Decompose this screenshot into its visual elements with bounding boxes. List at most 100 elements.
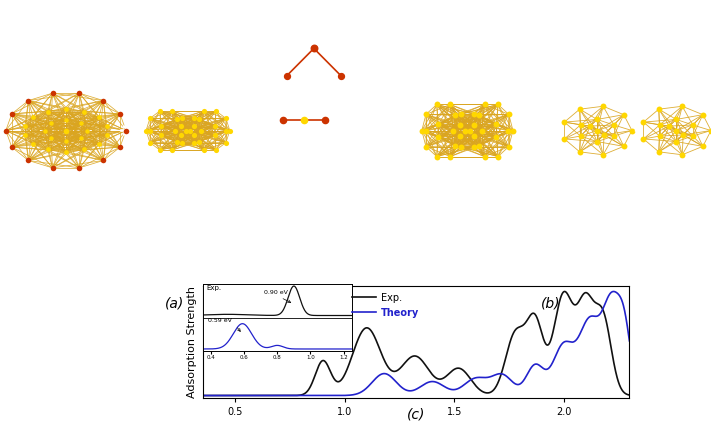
- Point: [140, 127, 151, 134]
- Exp.: [240, 393, 249, 398]
- Point: [224, 127, 235, 134]
- Point: [73, 90, 85, 96]
- Theory: [188, 393, 196, 398]
- Point: [198, 147, 210, 153]
- Text: $\mathbf{Au_{23}}$-core: $\mathbf{Au_{23}}$-core: [166, 168, 210, 180]
- Point: [154, 147, 166, 153]
- Point: [188, 139, 200, 146]
- Point: [491, 121, 502, 128]
- Point: [169, 127, 181, 134]
- Point: [78, 146, 90, 153]
- Point: [60, 106, 72, 113]
- Point: [416, 127, 427, 134]
- Point: [60, 127, 72, 134]
- Point: [81, 127, 92, 134]
- Point: [171, 139, 183, 145]
- Point: [101, 132, 112, 139]
- Theory: [609, 289, 618, 294]
- Point: [697, 143, 709, 150]
- Point: [171, 116, 183, 123]
- Point: [479, 153, 491, 160]
- Point: [592, 116, 603, 123]
- Point: [320, 116, 331, 123]
- Point: [608, 122, 619, 128]
- Point: [220, 127, 231, 134]
- Point: [198, 108, 210, 115]
- Point: [618, 111, 629, 118]
- Text: $[Au(SR)_2]_3$: $[Au(SR)_2]_3$: [303, 85, 341, 96]
- Point: [663, 123, 675, 129]
- Point: [420, 143, 432, 150]
- Point: [27, 114, 38, 121]
- Point: [420, 111, 432, 118]
- Text: $Au_{13}$: $Au_{13}$: [586, 169, 608, 181]
- Point: [433, 121, 444, 128]
- Point: [444, 153, 456, 160]
- Point: [687, 122, 698, 128]
- Point: [101, 123, 112, 129]
- Point: [114, 144, 126, 150]
- Point: [220, 115, 232, 122]
- Point: [597, 103, 609, 109]
- Point: [592, 138, 603, 145]
- Theory: [222, 393, 230, 398]
- Legend: Exp., Theory: Exp., Theory: [348, 289, 424, 322]
- Point: [638, 119, 649, 125]
- Point: [60, 148, 72, 155]
- Text: $\mathbf{Au_{38}(SR)_{24}}$: $\mathbf{Au_{38}(SR)_{24}}$: [38, 189, 93, 202]
- Point: [39, 127, 50, 134]
- Text: [: [: [265, 45, 280, 69]
- Point: [0, 127, 11, 134]
- Exp.: [378, 352, 386, 357]
- Point: [176, 132, 187, 139]
- Point: [189, 123, 201, 129]
- Point: [670, 138, 682, 145]
- Point: [592, 127, 603, 134]
- Point: [469, 133, 480, 140]
- Point: [697, 111, 709, 118]
- Theory: [387, 374, 395, 379]
- Point: [455, 143, 466, 150]
- Point: [46, 120, 57, 126]
- Exp.: [560, 289, 569, 294]
- Bar: [635, 100, 711, 159]
- Exp.: [387, 368, 395, 373]
- Point: [166, 147, 178, 153]
- Theory: [240, 393, 249, 398]
- Point: [220, 139, 232, 146]
- Point: [180, 127, 191, 134]
- Point: [447, 127, 459, 134]
- Point: [431, 153, 442, 160]
- Point: [479, 101, 491, 108]
- Point: [559, 119, 570, 125]
- Point: [433, 133, 444, 140]
- Point: [6, 111, 18, 117]
- Exp.: [636, 393, 644, 398]
- Point: [196, 127, 207, 134]
- Text: +: +: [247, 115, 265, 135]
- Point: [176, 115, 188, 122]
- Line: Exp.: Exp.: [192, 291, 640, 396]
- Point: [23, 97, 34, 104]
- Point: [23, 157, 34, 164]
- Point: [677, 103, 688, 109]
- Point: [97, 157, 109, 164]
- Text: $Au_{23}$-core: $Au_{23}$-core: [445, 174, 490, 187]
- Point: [599, 132, 610, 139]
- Text: $[Au_2(SR)_3]_6$: $[Au_2(SR)_3]_6$: [301, 132, 342, 142]
- Point: [421, 127, 432, 134]
- Point: [468, 111, 479, 118]
- Point: [677, 152, 688, 158]
- Point: [492, 101, 503, 108]
- Exp.: [188, 393, 196, 398]
- Point: [188, 115, 200, 122]
- Point: [574, 149, 585, 155]
- Point: [299, 116, 310, 123]
- Text: (b): (b): [541, 297, 561, 311]
- Point: [336, 72, 347, 79]
- Text: (a): (a): [164, 297, 184, 311]
- Point: [19, 123, 31, 129]
- Point: [468, 143, 479, 150]
- Text: ]: ]: [376, 107, 391, 132]
- Point: [93, 140, 105, 147]
